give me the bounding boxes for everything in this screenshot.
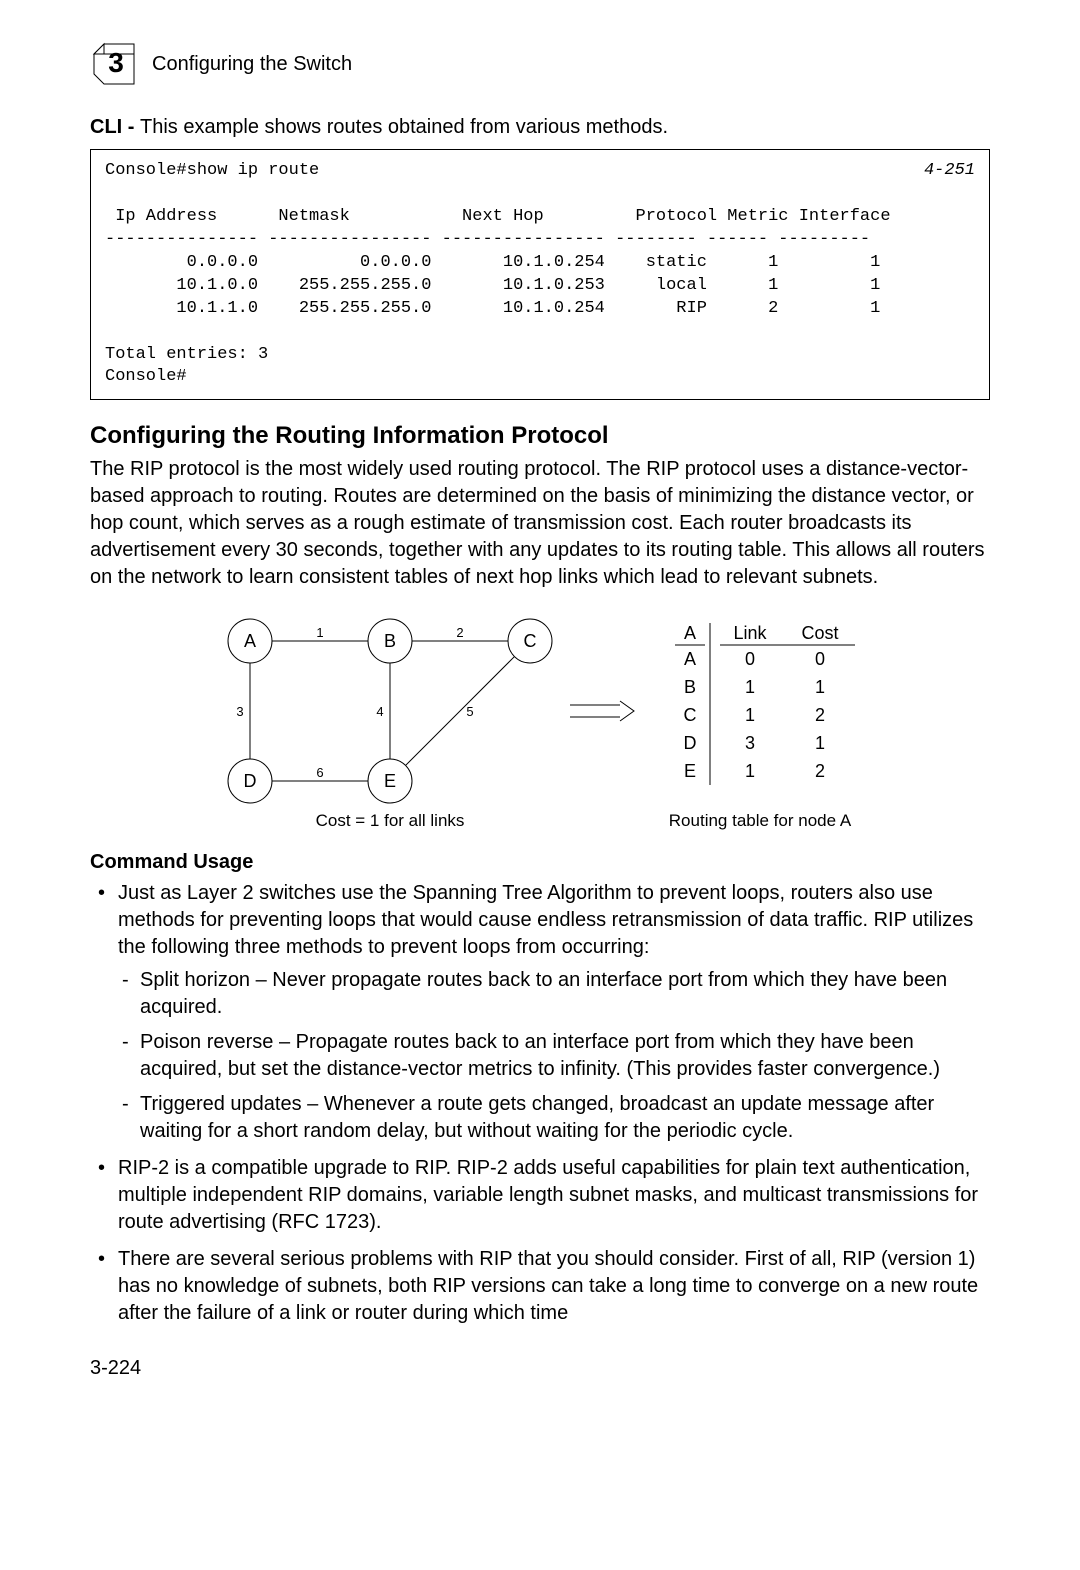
svg-text:0: 0	[815, 649, 825, 669]
svg-text:Link: Link	[733, 623, 767, 643]
cli-intro: CLI - This example shows routes obtained…	[90, 116, 990, 139]
cli-prefix: CLI -	[90, 116, 140, 138]
console-output: Console#show ip route4-251 Ip Address Ne…	[90, 149, 990, 400]
svg-text:A: A	[684, 623, 696, 643]
svg-text:1: 1	[745, 761, 755, 781]
svg-text:2: 2	[815, 761, 825, 781]
chapter-number: 3	[108, 47, 124, 78]
svg-text:D: D	[684, 733, 697, 753]
svg-text:4: 4	[376, 704, 383, 719]
network-diagram: 123456ABCDEALinkCostA00B11C12D31E12Cost …	[90, 601, 990, 841]
command-usage-heading: Command Usage	[90, 851, 990, 874]
svg-text:Cost: Cost	[801, 623, 838, 643]
page-number: 3-224	[90, 1357, 990, 1380]
sub-list-item: Triggered updates – Whenever a route get…	[118, 1091, 990, 1145]
svg-text:2: 2	[815, 705, 825, 725]
svg-text:D: D	[244, 771, 257, 791]
svg-text:6: 6	[316, 765, 323, 780]
svg-text:5: 5	[466, 704, 473, 719]
svg-text:1: 1	[745, 705, 755, 725]
list-item: RIP-2 is a compatible upgrade to RIP. RI…	[90, 1155, 990, 1236]
svg-text:1: 1	[316, 625, 323, 640]
svg-text:1: 1	[745, 677, 755, 697]
chapter-title: Configuring the Switch	[152, 53, 352, 76]
svg-text:B: B	[684, 677, 696, 697]
svg-text:Cost = 1 for all links: Cost = 1 for all links	[316, 811, 465, 830]
svg-text:Routing table for node A: Routing table for node A	[669, 811, 852, 830]
list-item: Just as Layer 2 switches use the Spannin…	[90, 880, 990, 1145]
page-header: 3 Configuring the Switch	[90, 40, 990, 88]
svg-text:E: E	[384, 771, 396, 791]
sub-list: Split horizon – Never propagate routes b…	[118, 967, 990, 1145]
sub-list-item: Poison reverse – Propagate routes back t…	[118, 1029, 990, 1083]
svg-text:E: E	[684, 761, 696, 781]
svg-text:0: 0	[745, 649, 755, 669]
sub-list-item: Split horizon – Never propagate routes b…	[118, 967, 990, 1021]
svg-text:3: 3	[745, 733, 755, 753]
svg-text:A: A	[244, 631, 256, 651]
svg-text:A: A	[684, 649, 696, 669]
svg-text:C: C	[684, 705, 697, 725]
svg-text:3: 3	[236, 704, 243, 719]
page: 3 Configuring the Switch CLI - This exam…	[0, 0, 1080, 1420]
section-title: Configuring the Routing Information Prot…	[90, 422, 990, 450]
svg-text:2: 2	[456, 625, 463, 640]
svg-text:1: 1	[815, 733, 825, 753]
cli-intro-text: This example shows routes obtained from …	[140, 116, 668, 138]
bullet-list: Just as Layer 2 switches use the Spannin…	[90, 880, 990, 1327]
svg-text:1: 1	[815, 677, 825, 697]
list-item: There are several serious problems with …	[90, 1246, 990, 1327]
chapter-badge-icon: 3	[90, 40, 138, 88]
section-paragraph: The RIP protocol is the most widely used…	[90, 456, 990, 591]
svg-text:C: C	[524, 631, 537, 651]
svg-text:B: B	[384, 631, 396, 651]
